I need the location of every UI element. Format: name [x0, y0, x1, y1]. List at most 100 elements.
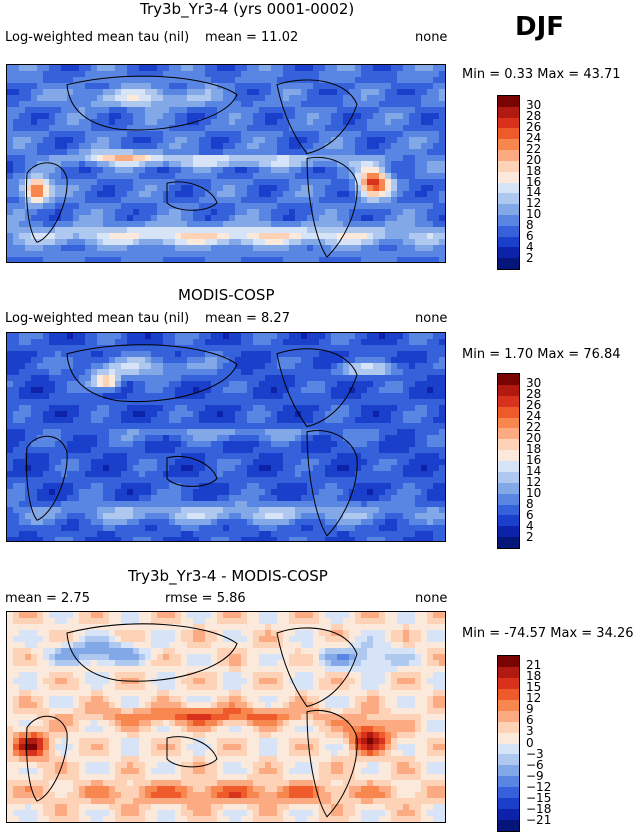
field-cell: [367, 71, 374, 78]
field-cell: [301, 369, 308, 376]
field-cell: [139, 477, 146, 484]
field-cell: [319, 399, 326, 406]
field-cell: [61, 149, 68, 156]
field-cell: [307, 233, 314, 240]
field-cell: [187, 125, 194, 132]
field-cell: [19, 197, 26, 204]
field-cell: [43, 333, 50, 340]
field-cell: [301, 167, 308, 174]
field-cell: [127, 435, 134, 442]
field-cell: [367, 339, 374, 346]
field-cell: [115, 173, 122, 180]
field-cell: [103, 489, 110, 496]
panel-2-mean-label: mean = 8.27: [205, 311, 290, 326]
field-cell: [439, 113, 445, 120]
field-cell: [415, 459, 422, 466]
field-cell: [127, 155, 134, 162]
field-cell: [379, 107, 386, 114]
field-cell: [181, 167, 188, 174]
field-cell: [169, 429, 176, 436]
field-cell: [409, 423, 416, 430]
field-cell: [25, 351, 32, 358]
field-cell: [421, 143, 428, 150]
field-cell: [217, 203, 224, 210]
field-cell: [427, 161, 434, 168]
field-cell: [361, 239, 368, 246]
field-cell: [349, 531, 356, 538]
field-cell: [25, 483, 32, 490]
field-cell: [271, 531, 278, 538]
field-cell: [121, 357, 128, 364]
field-cell: [79, 137, 86, 144]
field-cell: [301, 387, 308, 394]
field-cell: [337, 119, 344, 126]
field-cell: [217, 209, 224, 216]
field-cell: [325, 191, 332, 198]
coastline: [276, 79, 358, 155]
field-cell: [121, 477, 128, 484]
field-cell: [115, 531, 122, 538]
field-cell: [7, 345, 14, 352]
field-cell: [391, 483, 398, 490]
field-cell: [427, 363, 434, 370]
field-cell: [403, 345, 410, 352]
field-cell: [379, 399, 386, 406]
field-cell: [307, 107, 314, 114]
field-cell: [199, 101, 206, 108]
field-cell: [19, 525, 26, 532]
field-cell: [391, 77, 398, 84]
field-cell: [97, 149, 104, 156]
field-cell: [379, 131, 386, 138]
field-cell: [43, 245, 50, 252]
field-cell: [421, 423, 428, 430]
field-cell: [295, 489, 302, 496]
field-cell: [247, 525, 254, 532]
field-cell: [37, 375, 44, 382]
field-cell: [133, 519, 140, 526]
field-cell: [79, 251, 86, 258]
field-cell: [409, 125, 416, 132]
field-cell: [175, 131, 182, 138]
field-cell: [49, 411, 56, 418]
field-cell: [295, 411, 302, 418]
field-cell: [391, 125, 398, 132]
field-cell: [307, 417, 314, 424]
field-cell: [145, 155, 152, 162]
field-cell: [403, 107, 410, 114]
field-cell: [427, 489, 434, 496]
field-cell: [415, 65, 422, 72]
field-cell: [397, 393, 404, 400]
field-cell: [139, 167, 146, 174]
field-cell: [175, 161, 182, 168]
field-cell: [175, 239, 182, 246]
field-cell: [169, 113, 176, 120]
field-cell: [73, 227, 80, 234]
field-cell: [103, 227, 110, 234]
field-cell: [337, 239, 344, 246]
field-cell: [199, 519, 206, 526]
field-cell: [37, 393, 44, 400]
field-cell: [157, 351, 164, 358]
field-cell: [217, 131, 224, 138]
field-cell: [391, 107, 398, 114]
field-cell: [13, 125, 20, 132]
field-cell: [265, 155, 272, 162]
field-cell: [289, 233, 296, 240]
field-cell: [391, 113, 398, 120]
field-cell: [319, 363, 326, 370]
field-cell: [331, 399, 338, 406]
field-cell: [247, 131, 254, 138]
field-cell: [175, 203, 182, 210]
field-cell: [151, 429, 158, 436]
field-cell: [193, 489, 200, 496]
field-cell: [55, 339, 62, 346]
field-cell: [247, 471, 254, 478]
field-cell: [217, 101, 224, 108]
field-cell: [73, 447, 80, 454]
field-cell: [13, 77, 20, 84]
field-cell: [265, 251, 272, 258]
field-cell: [67, 215, 74, 222]
field-cell: [61, 221, 68, 228]
field-cell: [163, 89, 170, 96]
field-cell: [199, 125, 206, 132]
